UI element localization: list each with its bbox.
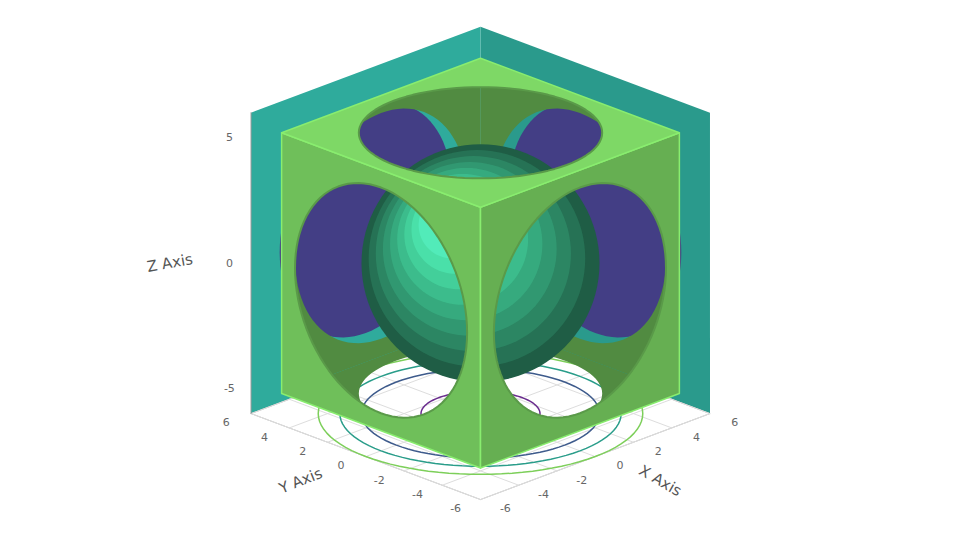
svg-text:5: 5 xyxy=(226,131,233,144)
svg-text:6: 6 xyxy=(223,416,230,429)
svg-text:-6: -6 xyxy=(450,502,461,515)
svg-text:0: 0 xyxy=(617,459,624,472)
svg-text:X Axis: X Axis xyxy=(636,461,685,500)
svg-text:0: 0 xyxy=(226,257,233,270)
svg-text:2: 2 xyxy=(299,445,306,458)
svg-text:-4: -4 xyxy=(538,488,549,501)
svg-text:Z Axis: Z Axis xyxy=(146,250,195,276)
svg-text:2: 2 xyxy=(655,445,662,458)
svg-text:-4: -4 xyxy=(412,488,423,501)
svg-text:-6: -6 xyxy=(500,502,511,515)
svg-text:-5: -5 xyxy=(224,382,235,395)
svg-text:6: 6 xyxy=(731,416,738,429)
svg-text:0: 0 xyxy=(337,459,344,472)
svg-text:-2: -2 xyxy=(374,474,385,487)
svg-text:Y Axis: Y Axis xyxy=(275,464,325,498)
svg-text:4: 4 xyxy=(693,431,700,444)
svg-text:-2: -2 xyxy=(576,474,587,487)
svg-text:4: 4 xyxy=(261,431,268,444)
